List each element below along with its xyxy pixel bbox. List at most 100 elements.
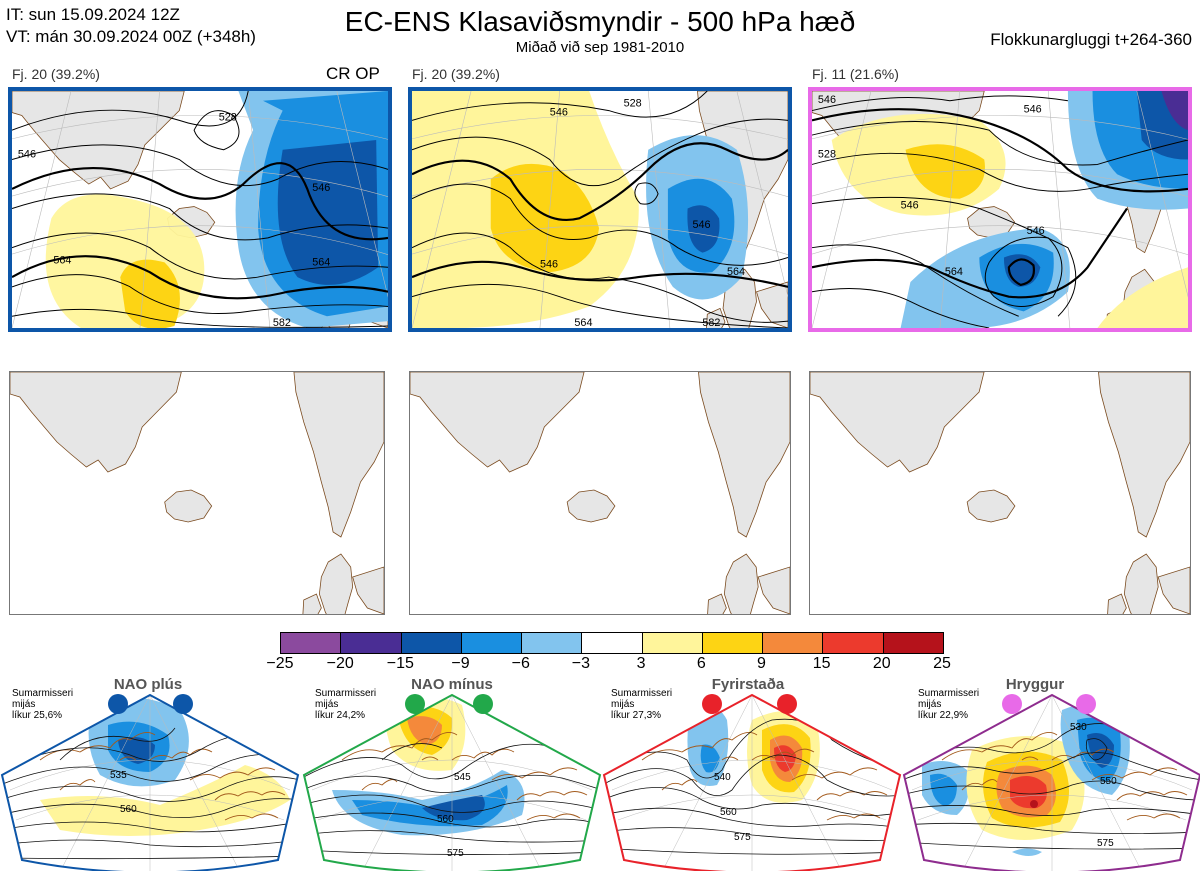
regime-dot — [702, 694, 722, 714]
colorbar-tick-label: 15 — [812, 655, 831, 672]
regime-dot — [108, 694, 128, 714]
regime-line2: mijás — [315, 699, 339, 710]
regime-probability: líkur 25,6% — [12, 710, 63, 721]
colorbar-tick-label: 20 — [872, 655, 891, 672]
init-time: IT: sun 15.09.2024 12Z — [6, 5, 180, 24]
contour-label: 546 — [818, 94, 836, 106]
regime-fan-nao-minus: 545 560 575 — [302, 693, 602, 871]
page-title: EC-ENS Klasaviðsmyndir - 500 hPa hæð — [344, 6, 856, 37]
colorbar-tick-label: −15 — [386, 655, 414, 672]
regime-dot — [173, 694, 193, 714]
contour-label: 546 — [1027, 225, 1045, 237]
regime-dot — [1002, 694, 1022, 714]
regime-contour-label: 530 — [1070, 722, 1087, 733]
regime-contour-label: 575 — [1097, 838, 1114, 849]
empty-map-2 — [409, 371, 791, 615]
regime-info: Sumarmisseri mijás líkur 24,2% — [315, 688, 376, 721]
regime-dot — [473, 694, 493, 714]
classification-window: Flokkunargluggi t+264-360 — [990, 30, 1192, 49]
colorbar-swatch — [401, 633, 462, 653]
colorbar-tick-label: 3 — [636, 655, 646, 672]
contour-label: 528 — [624, 98, 642, 110]
colorbar-swatch — [281, 633, 342, 653]
panel-1-tag: CR OP — [326, 64, 380, 83]
colorbar-swatch — [883, 633, 943, 653]
regime-info: Sumarmisseri mijás líkur 25,6% — [12, 688, 73, 721]
regime-season: Sumarmisseri — [315, 688, 377, 699]
colorbar-swatch — [522, 633, 583, 653]
panel-3-label: Fj. 11 (21.6%) — [812, 66, 899, 82]
panel-2-label: Fj. 20 (39.2%) — [412, 66, 500, 82]
regime-name: Hryggur — [1005, 676, 1065, 693]
colorbar-swatch — [642, 633, 703, 653]
colorbar-tick-label: −25 — [266, 655, 294, 672]
regime-dot — [405, 694, 425, 714]
regime-contour-label: 545 — [454, 772, 471, 783]
colorbar-tick-label: 6 — [696, 655, 706, 672]
contour-label: 528 — [219, 111, 237, 123]
regime-season: Sumarmisseri — [611, 688, 673, 699]
contour-label: 564 — [312, 256, 330, 268]
contour-label: 564 — [574, 317, 592, 328]
regime-fan-ridge: 530 550 575 — [902, 693, 1200, 871]
regime-fan-blocking: 540 560 575 — [602, 693, 902, 871]
contour-label: 546 — [693, 219, 711, 231]
colorbar-swatch — [763, 633, 824, 653]
contour-label: 582 — [702, 317, 720, 328]
header-times: IT: sun 15.09.2024 12Z VT: mán 30.09.202… — [6, 4, 256, 48]
regime-season: Sumarmisseri — [918, 688, 980, 699]
contour-label: 546 — [18, 149, 36, 161]
cluster-map-2-svg: 546 528 546 546 564 564 582 — [412, 91, 788, 328]
regime-probability: líkur 24,2% — [315, 710, 366, 721]
colorbar-tick-label: 9 — [757, 655, 766, 672]
colorbar-swatch — [461, 633, 523, 653]
regime-name: NAO plús — [113, 676, 183, 693]
regime-row-svg: 535 560 — [0, 693, 1200, 871]
contour-label: 564 — [945, 266, 963, 278]
cluster-map-2: 546 528 546 546 564 564 582 — [408, 87, 792, 332]
regime-name: NAO mínus — [411, 676, 493, 693]
colorbar-swatch — [702, 633, 764, 653]
contour-label: 546 — [550, 107, 568, 119]
page-subtitle: Miðað við sep 1981-2010 — [515, 39, 685, 56]
contour-label: 546 — [901, 200, 919, 212]
regime-info: Sumarmisseri mijás líkur 27,3% — [611, 688, 672, 721]
colorbar-tick-label: −3 — [571, 655, 591, 672]
anomaly-colorbar — [280, 632, 944, 654]
cluster-map-3-svg: 546 528 546 546 564 546 — [812, 91, 1188, 328]
regime-info: Sumarmisseri mijás líkur 22,9% — [918, 688, 979, 721]
regime-line2: mijás — [12, 699, 36, 710]
colorbar-tick-label: −6 — [511, 655, 530, 672]
contour-label: 564 — [53, 254, 71, 266]
empty-map-1 — [9, 371, 385, 615]
regime-line2: mijás — [918, 699, 942, 710]
regime-row: 535 560 — [0, 676, 1200, 871]
regime-dot — [1076, 694, 1096, 714]
colorbar-tick-label: 25 — [933, 655, 951, 672]
regime-dot — [777, 694, 797, 714]
regime-probability: líkur 27,3% — [611, 710, 662, 721]
regime-name: Fyrirstaða — [711, 676, 785, 693]
regime-contour-label: 560 — [120, 804, 137, 815]
valid-time: VT: mán 30.09.2024 00Z (+348h) — [6, 27, 256, 46]
contour-label: 564 — [727, 266, 745, 278]
regime-line2: mijás — [611, 699, 635, 710]
regime-fan-nao-plus: 535 560 — [0, 693, 300, 871]
colorbar-swatch — [823, 633, 884, 653]
regime-contour-label: 575 — [447, 848, 464, 859]
regime-contour-label: 535 — [110, 770, 127, 781]
regime-contour-label: 575 — [734, 832, 751, 843]
contour-label: 582 — [273, 317, 291, 328]
colorbar-ticks: −25 −20 −15 −9 −6 −3 3 6 9 15 20 25 — [266, 655, 950, 675]
cluster-map-1: 546 528 546 564 564 582 — [8, 87, 392, 332]
regime-contour-label: 560 — [437, 814, 454, 825]
panel-1-label: Fj. 20 (39.2%) — [12, 66, 100, 82]
colorbar-tick-label: −9 — [451, 655, 470, 672]
regime-probability: líkur 22,9% — [918, 710, 969, 721]
contour-label: 546 — [540, 258, 558, 270]
colorbar-swatch — [582, 633, 643, 653]
regime-contour-label: 540 — [714, 772, 731, 783]
cluster-map-1-svg: 546 528 546 564 564 582 — [12, 91, 388, 328]
contour-label: 546 — [312, 182, 330, 194]
colorbar-swatch — [341, 633, 402, 653]
